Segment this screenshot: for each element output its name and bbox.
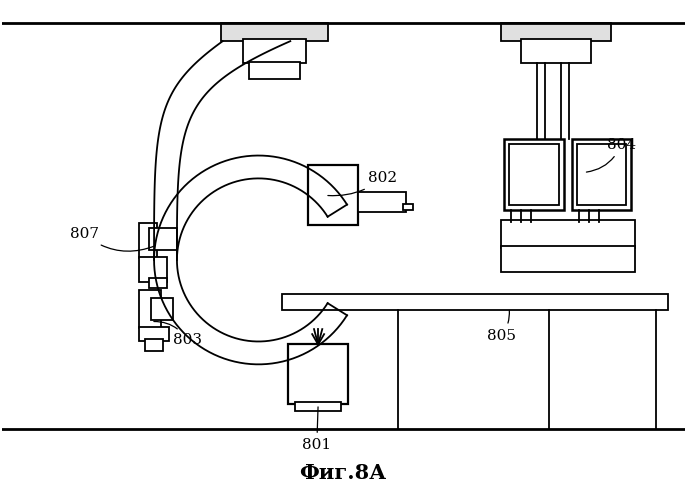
Bar xyxy=(501,246,635,272)
Bar xyxy=(151,298,173,320)
Text: 804: 804 xyxy=(587,138,635,172)
Bar xyxy=(501,220,635,248)
Text: 801: 801 xyxy=(302,407,331,452)
Text: 805: 805 xyxy=(487,310,516,342)
Bar xyxy=(403,204,413,210)
Bar xyxy=(295,402,341,411)
Bar xyxy=(501,24,611,41)
Text: 802: 802 xyxy=(328,172,397,196)
Bar xyxy=(289,344,348,404)
Text: 807: 807 xyxy=(69,227,155,251)
Bar xyxy=(249,62,300,79)
Bar xyxy=(358,192,405,212)
Bar xyxy=(221,24,328,41)
Text: Фиг.8А: Фиг.8А xyxy=(300,463,387,483)
Bar xyxy=(572,138,631,210)
Bar xyxy=(145,340,163,351)
Bar xyxy=(149,228,177,250)
Bar xyxy=(243,39,306,63)
Bar xyxy=(509,144,559,205)
Bar xyxy=(576,144,627,205)
Text: 803: 803 xyxy=(154,322,202,347)
Bar xyxy=(521,39,591,63)
Bar xyxy=(282,294,668,310)
Bar xyxy=(504,138,564,210)
Bar xyxy=(139,290,161,328)
Bar xyxy=(308,166,358,225)
Bar xyxy=(149,278,167,288)
Bar xyxy=(139,257,167,282)
Bar xyxy=(139,223,157,258)
Bar xyxy=(139,326,169,342)
